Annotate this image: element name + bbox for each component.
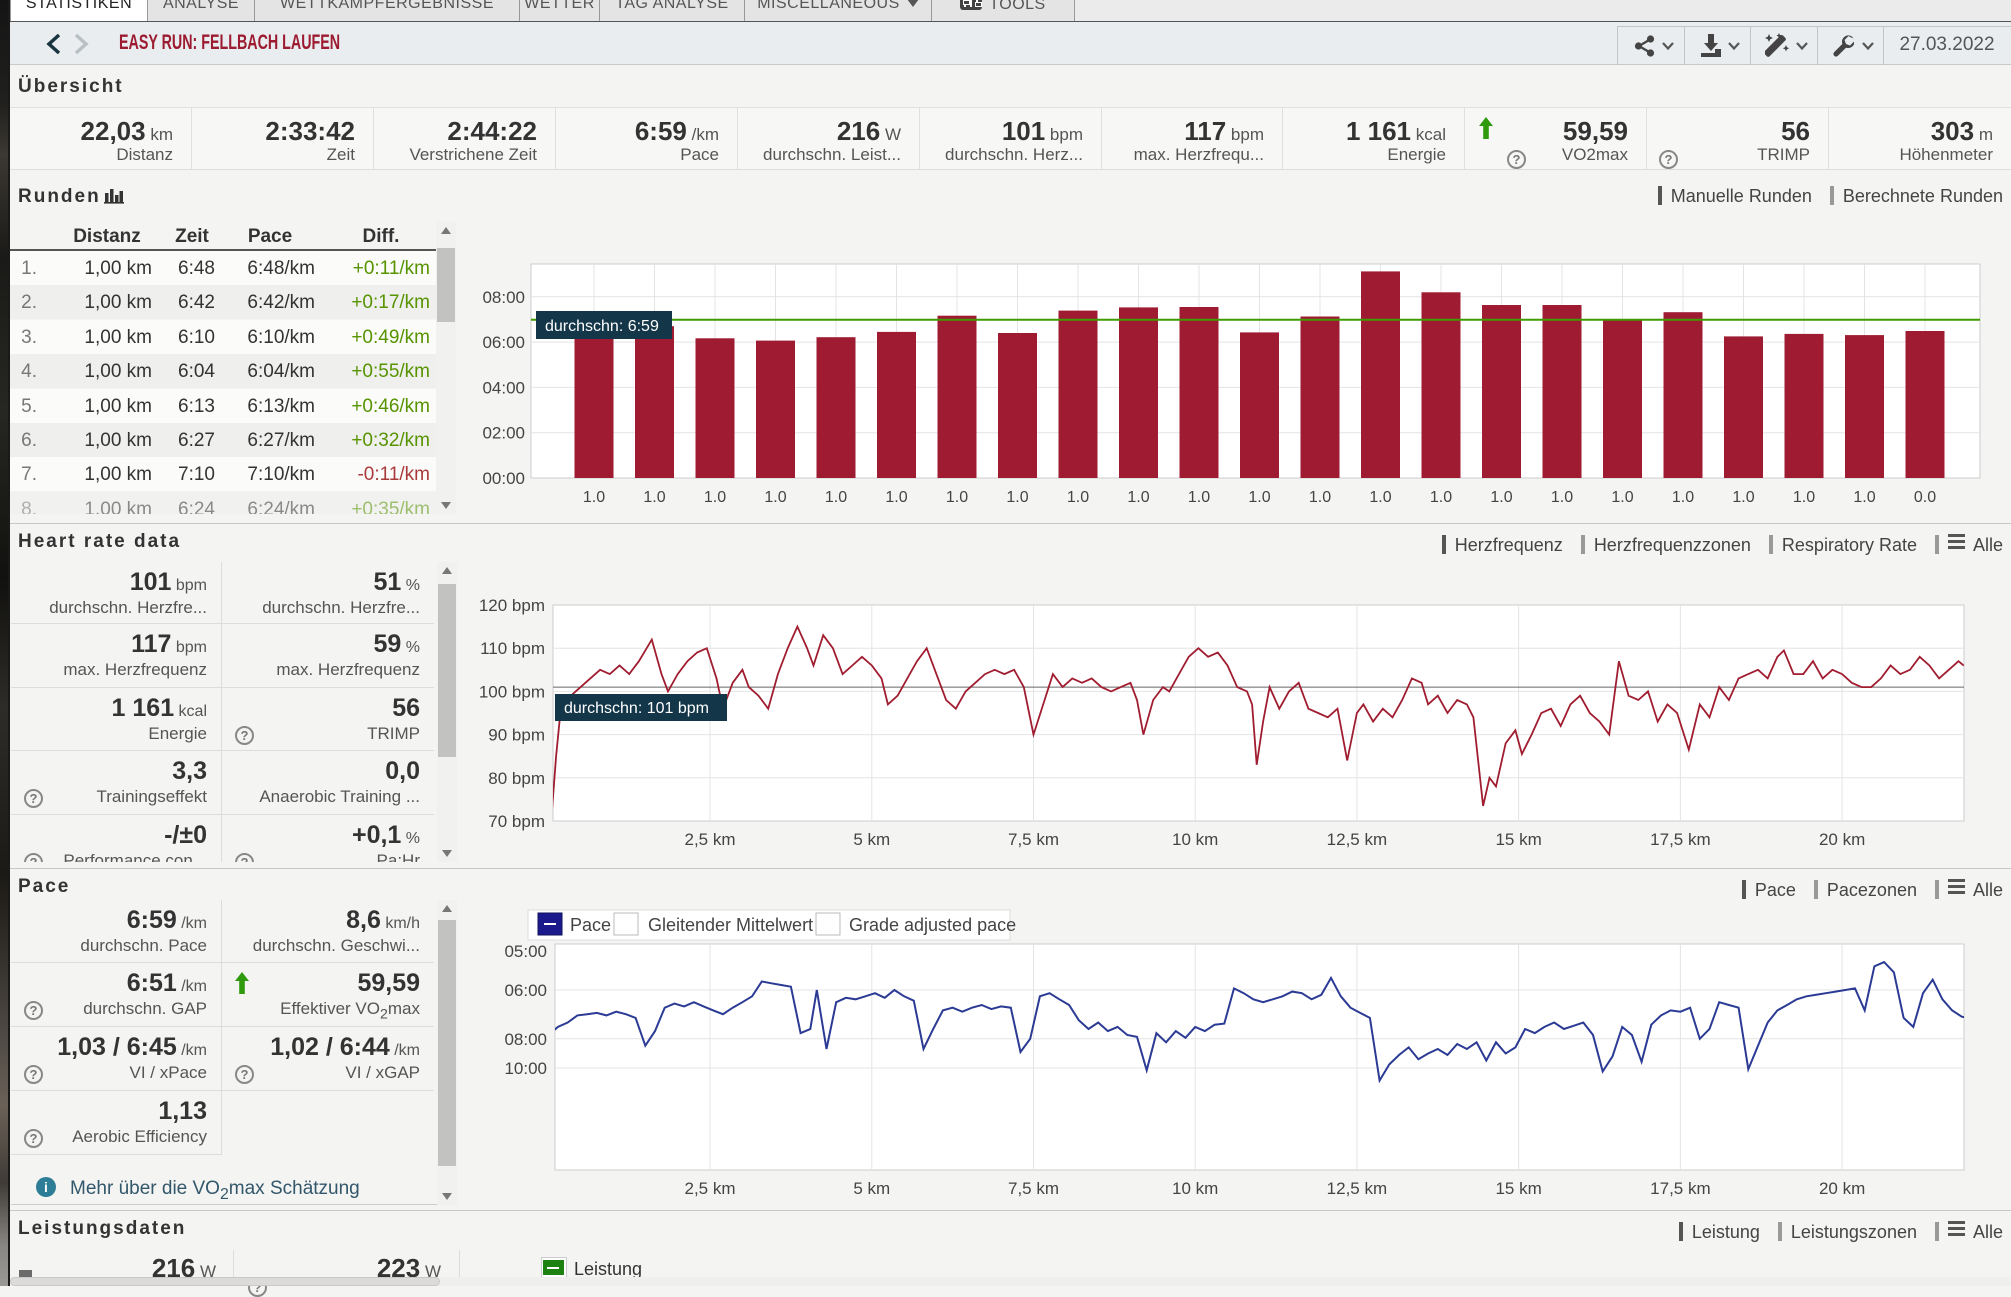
svg-text:1.0: 1.0 [1127,489,1149,506]
svg-text:17,5 km: 17,5 km [1650,1179,1710,1198]
svg-text:durchschn: 6:59: durchschn: 6:59 [545,318,659,335]
svg-text:5 km: 5 km [853,830,890,849]
svg-text:00:00: 00:00 [482,469,525,488]
svg-text:1.0: 1.0 [885,489,907,506]
svg-text:Pace: Pace [570,915,611,935]
svg-text:1.0: 1.0 [1551,489,1573,506]
svg-text:110 bpm: 110 bpm [480,639,545,658]
svg-text:06:00: 06:00 [504,981,547,1000]
svg-text:durchschn: 101 bpm: durchschn: 101 bpm [564,700,709,717]
svg-text:1.0: 1.0 [1793,489,1815,506]
svg-text:80 bpm: 80 bpm [488,769,545,788]
svg-text:7,5 km: 7,5 km [1008,1179,1059,1198]
svg-text:17,5 km: 17,5 km [1650,830,1710,849]
svg-text:100 bpm: 100 bpm [479,682,545,701]
svg-text:7,5 km: 7,5 km [1008,830,1059,849]
svg-text:1.0: 1.0 [1732,489,1754,506]
svg-text:15 km: 15 km [1495,1179,1541,1198]
svg-text:1.0: 1.0 [583,489,605,506]
svg-text:2,5 km: 2,5 km [684,830,735,849]
svg-text:10 km: 10 km [1172,1179,1218,1198]
svg-text:10 km: 10 km [1172,830,1218,849]
svg-text:20 km: 20 km [1819,830,1865,849]
svg-text:20 km: 20 km [1819,1179,1865,1198]
svg-text:12,5 km: 12,5 km [1327,1179,1387,1198]
svg-text:1.0: 1.0 [1369,489,1391,506]
svg-text:1.0: 1.0 [1067,489,1089,506]
svg-text:70 bpm: 70 bpm [488,812,545,831]
svg-text:1.0: 1.0 [1672,489,1694,506]
svg-text:1.0: 1.0 [825,489,847,506]
svg-text:1.0: 1.0 [704,489,726,506]
svg-text:1.0: 1.0 [1611,489,1633,506]
svg-text:1.0: 1.0 [1853,489,1875,506]
svg-text:1.0: 1.0 [1430,489,1452,506]
svg-text:Grade adjusted pace: Grade adjusted pace [849,915,1016,935]
svg-text:1.0: 1.0 [1309,489,1331,506]
svg-text:02:00: 02:00 [482,424,525,443]
svg-text:90 bpm: 90 bpm [488,726,545,745]
svg-text:12,5 km: 12,5 km [1327,830,1387,849]
svg-text:08:00: 08:00 [504,1030,547,1049]
svg-text:Gleitender Mittelwert: Gleitender Mittelwert [648,915,813,935]
svg-text:04:00: 04:00 [482,378,525,397]
svg-text:1.0: 1.0 [643,489,665,506]
svg-text:1.0: 1.0 [946,489,968,506]
svg-text:1.0: 1.0 [1188,489,1210,506]
svg-text:08:00: 08:00 [482,288,525,307]
svg-text:06:00: 06:00 [482,333,525,352]
svg-text:1.0: 1.0 [1006,489,1028,506]
svg-text:5 km: 5 km [853,1179,890,1198]
svg-text:1.0: 1.0 [1248,489,1270,506]
svg-text:1.0: 1.0 [764,489,786,506]
svg-text:05:00: 05:00 [504,942,547,961]
svg-text:120 bpm: 120 bpm [479,596,545,615]
svg-text:0.0: 0.0 [1914,489,1936,506]
svg-text:2,5 km: 2,5 km [684,1179,735,1198]
svg-text:1.0: 1.0 [1490,489,1512,506]
svg-text:15 km: 15 km [1495,830,1541,849]
svg-text:10:00: 10:00 [504,1059,547,1078]
